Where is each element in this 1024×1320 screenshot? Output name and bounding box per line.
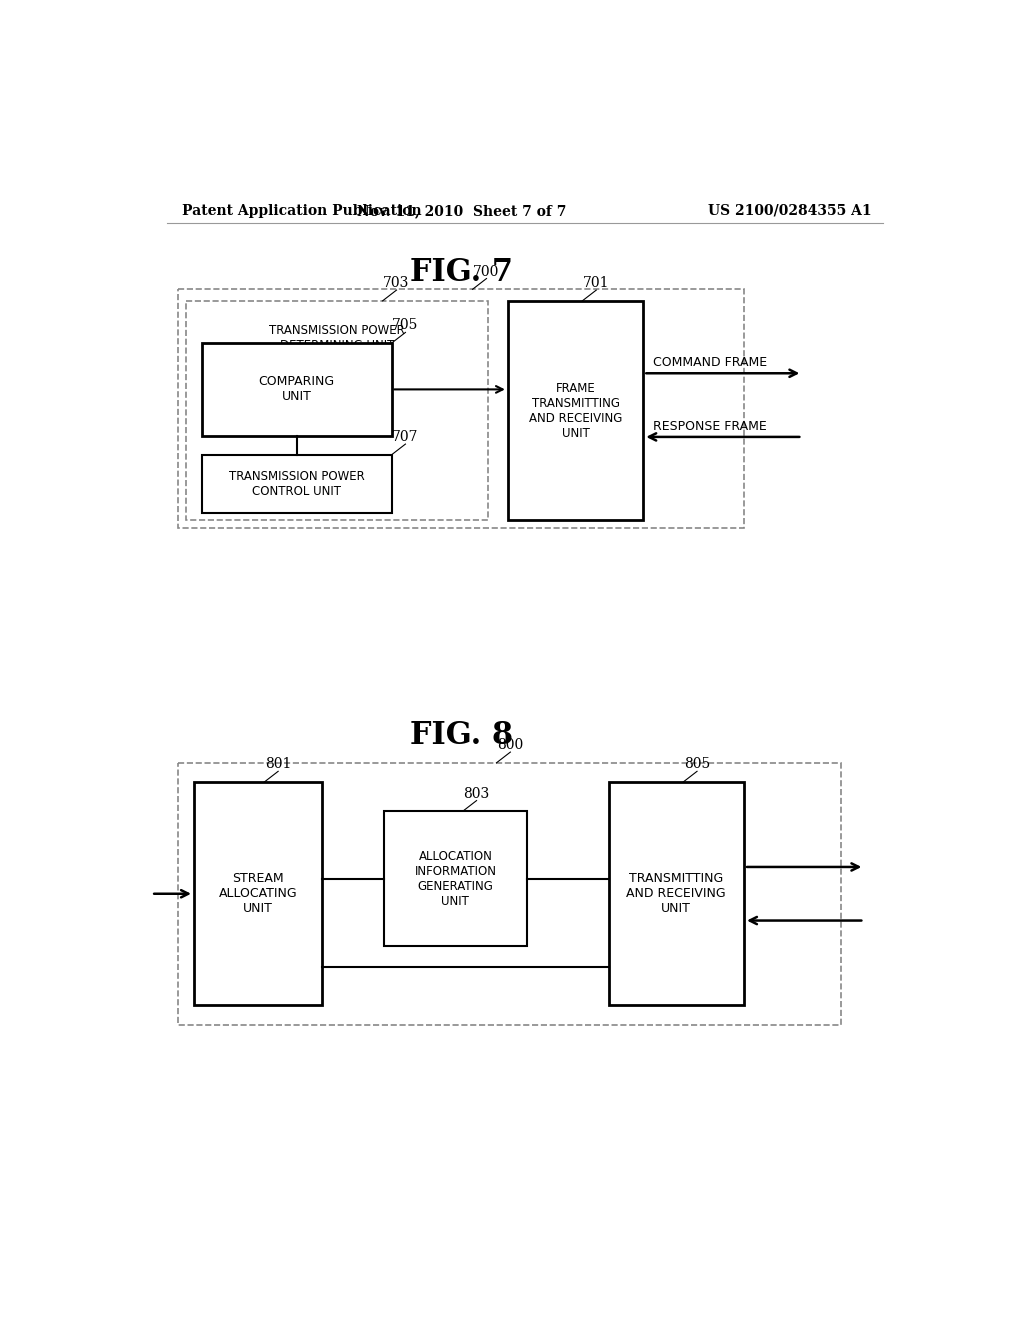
- Bar: [194, 781, 322, 1006]
- Text: ALLOCATION
INFORMATION
GENERATING
UNIT: ALLOCATION INFORMATION GENERATING UNIT: [415, 850, 497, 908]
- Text: TRANSMISSION POWER
DETERMINING UNIT: TRANSMISSION POWER DETERMINING UNIT: [269, 323, 406, 352]
- Bar: [202, 343, 391, 436]
- Text: 801: 801: [265, 758, 292, 771]
- Bar: [384, 812, 527, 946]
- Bar: [186, 301, 488, 520]
- Text: 805: 805: [684, 758, 711, 771]
- Text: TRANSMISSION POWER
CONTROL UNIT: TRANSMISSION POWER CONTROL UNIT: [228, 470, 365, 498]
- Text: COMMAND FRAME: COMMAND FRAME: [652, 356, 767, 370]
- Text: STREAM
ALLOCATING
UNIT: STREAM ALLOCATING UNIT: [218, 873, 297, 915]
- Bar: [178, 763, 841, 1024]
- Text: 700: 700: [473, 264, 500, 279]
- Text: 707: 707: [392, 430, 419, 444]
- Text: Nov. 11, 2010  Sheet 7 of 7: Nov. 11, 2010 Sheet 7 of 7: [356, 203, 566, 218]
- Bar: [608, 781, 744, 1006]
- Text: FRAME
TRANSMITTING
AND RECEIVING
UNIT: FRAME TRANSMITTING AND RECEIVING UNIT: [528, 381, 623, 440]
- Bar: [508, 301, 643, 520]
- Text: Patent Application Publication: Patent Application Publication: [182, 203, 422, 218]
- Text: 803: 803: [464, 787, 489, 800]
- Text: COMPARING
UNIT: COMPARING UNIT: [258, 375, 335, 404]
- Text: FIG. 8: FIG. 8: [410, 721, 513, 751]
- Text: FIG. 7: FIG. 7: [410, 257, 513, 288]
- Text: US 2100/0284355 A1: US 2100/0284355 A1: [709, 203, 872, 218]
- Bar: [178, 289, 744, 528]
- Text: 705: 705: [392, 318, 419, 333]
- Text: RESPONSE FRAME: RESPONSE FRAME: [652, 420, 766, 433]
- Text: TRANSMITTING
AND RECEIVING
UNIT: TRANSMITTING AND RECEIVING UNIT: [627, 873, 726, 915]
- Text: 701: 701: [583, 276, 609, 290]
- Text: 703: 703: [383, 276, 410, 290]
- Bar: [202, 455, 391, 512]
- Text: 800: 800: [498, 738, 523, 752]
